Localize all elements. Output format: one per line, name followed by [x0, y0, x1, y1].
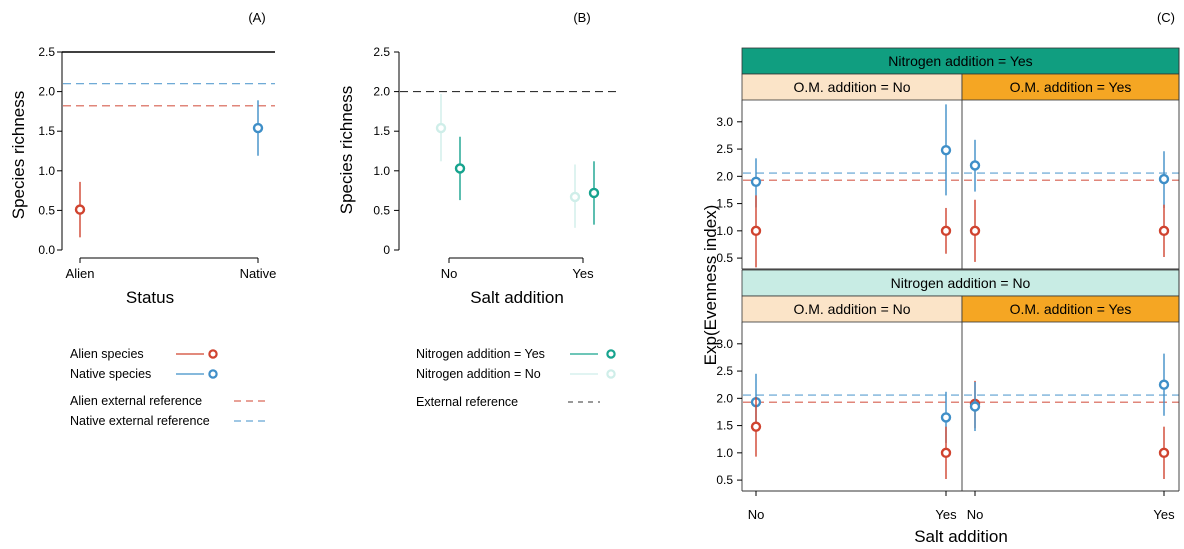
panel-b-legend-marker: [606, 369, 616, 379]
panel-c-xtick-label: Yes: [1153, 507, 1175, 522]
panel-c-row-strip-label: Nitrogen addition = No: [891, 275, 1031, 291]
panel-b-ytick-label: 1.5: [373, 124, 390, 138]
panel-a-legend-label: Native external reference: [70, 414, 210, 428]
panel-c-xtick-label: No: [748, 507, 765, 522]
panel-c-xtick-label: Yes: [935, 507, 957, 522]
panel-b-ytick-label: 0: [383, 243, 390, 257]
panel-a-legend-marker: [208, 349, 218, 359]
panel-c-xtick-label: No: [967, 507, 984, 522]
panel-b-legend-marker: [606, 349, 616, 359]
panel-a-ylabel: Species richness: [9, 91, 28, 220]
panel-b-xtick-label: Yes: [572, 266, 594, 281]
panel-c-ytick-label: 2.5: [716, 364, 733, 378]
panel-c-point: [969, 401, 981, 412]
panel-b-point: [435, 122, 447, 134]
panel-c-col-strip-label: O.M. addition = Yes: [1010, 301, 1132, 317]
panel-a-ytick-label: 0.0: [38, 243, 55, 257]
panel-c-point: [969, 160, 981, 171]
panel-b-ytick-label: 0.5: [373, 203, 390, 217]
panel-a-legend-label: Native species: [70, 367, 151, 381]
panel-a-legend: Alien species Native species Alien externa…: [70, 347, 268, 428]
panel-c-ytick-label: 3.0: [716, 115, 733, 129]
panel-a-point: [252, 122, 264, 134]
panel-c-tag: (C): [1157, 10, 1175, 25]
panel-c-ytick-label: 1.5: [716, 197, 733, 211]
panel-c-point: [750, 421, 762, 432]
panel-c-point: [1158, 447, 1170, 459]
panel-a-xtick-label: Alien: [66, 266, 95, 281]
panel-a-plot: 0.0 0.5 1.0 1.5 2.0 2.5 Alien Native: [38, 45, 276, 281]
panel-b-point: [454, 163, 466, 174]
panel-c-ytick-label: 0.5: [716, 251, 733, 265]
panel-c-ytick-label: 1.0: [716, 224, 733, 238]
panel-b-legend: Nitrogen addition = Yes Nitrogen addition…: [416, 347, 616, 409]
panel-a-tag: (A): [248, 10, 265, 25]
panel-c-col-strip: [961, 295, 1180, 323]
panel-c-point: [940, 225, 952, 237]
panel-c-ytick-label: 0.5: [716, 473, 733, 487]
panel-c-point: [940, 447, 952, 459]
panel-c-ytick-label: 2.5: [716, 142, 733, 156]
panel-a-ytick-label: 0.5: [38, 203, 55, 217]
panel-c-point: [940, 144, 952, 156]
panel-a-xtick-label: Native: [240, 266, 277, 281]
panel-c: (C) Nitrogen addition = Yes O.M. addition…: [701, 10, 1180, 546]
panel-c-ytick-label: 2.0: [716, 169, 733, 183]
panel-c-xlabel: Salt addition: [914, 527, 1008, 546]
panel-c-col-strip-label: O.M. addition = No: [793, 301, 910, 317]
panel-a: (A) 0.0 0.5 1.0 1.5 2.0 2.5 Alien Native Status…: [9, 10, 276, 428]
panel-b-legend-label: Nitrogen addition = No: [416, 367, 541, 381]
panel-c-point: [750, 176, 762, 187]
panel-b-legend-label: External reference: [416, 395, 518, 409]
panel-c-ytick-label: 1.5: [716, 419, 733, 433]
panel-b-ytick-label: 1.0: [373, 164, 390, 178]
panel-a-legend-label: Alien species: [70, 347, 144, 361]
panel-c-ylabel: Exp(Evenness index): [701, 205, 720, 366]
panel-b-xlabel: Salt addition: [470, 288, 564, 307]
panel-a-ytick-label: 1.5: [38, 124, 55, 138]
panel-b-plot: 0 0.5 1.0 1.5 2.0 2.5 No Yes: [373, 45, 618, 281]
panel-a-xlabel: Status: [126, 288, 174, 307]
panel-b-ylabel: Species richness: [337, 86, 356, 215]
panel-b-legend-label: Nitrogen addition = Yes: [416, 347, 545, 361]
panel-c-col-strip-label: O.M. addition = Yes: [1010, 79, 1132, 95]
panel-c-row-strip-label: Nitrogen addition = Yes: [888, 53, 1032, 69]
panel-b: (B) 00.51.01.52.02.5No Yes Salt addition …: [337, 10, 618, 409]
panel-c-ytick-label: 2.0: [716, 391, 733, 405]
panel-b-xtick-label: No: [441, 266, 458, 281]
panel-a-ytick-label: 2.5: [38, 45, 55, 59]
panel-c-col-strip-label: O.M. addition = No: [793, 79, 910, 95]
panel-c-point: [1158, 225, 1170, 237]
panel-b-point: [569, 191, 581, 203]
panel-b-tag: (B): [573, 10, 590, 25]
panel-a-legend-marker: [208, 369, 218, 379]
panel-b-ytick-label: 2.0: [373, 85, 390, 99]
panel-c-point: [969, 225, 981, 237]
panel-c-point: [1158, 379, 1170, 390]
panel-c-col-strip: [741, 295, 963, 323]
panel-c-point: [1158, 173, 1170, 185]
panel-c-ytick-label: 3.0: [716, 337, 733, 351]
panel-c-ytick-label: 1.0: [716, 446, 733, 460]
panel-b-point: [588, 187, 600, 199]
panel-c-plot: Nitrogen addition = Yes O.M. addition = N…: [716, 47, 1180, 522]
panel-a-point: [74, 204, 86, 215]
panel-c-point: [940, 412, 952, 423]
panel-a-ytick-label: 2.0: [38, 85, 55, 99]
panel-c-point: [750, 225, 762, 237]
panel-a-legend-label: Alien external reference: [70, 394, 202, 408]
panel-c-col-strip: [741, 73, 963, 101]
panel-a-ytick-label: 1.0: [38, 164, 55, 178]
panel-b-ytick-label: 2.5: [373, 45, 390, 59]
